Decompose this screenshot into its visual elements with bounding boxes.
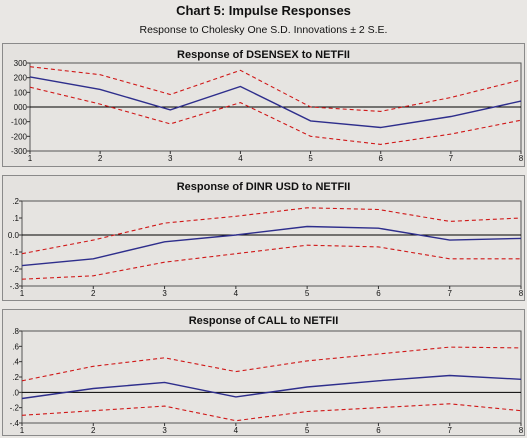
series-line-response — [29, 76, 522, 129]
x-tick-label: 3 — [168, 154, 173, 163]
chart-plot: .2 .1 0.0 -.1 -.2 -.31 2 3 4 5 6 7 8 — [8, 197, 524, 298]
y-tick-label: 200 — [14, 74, 28, 83]
figure-title: Chart 5: Impulse Responses — [176, 3, 351, 18]
y-tick-label: 100 — [14, 88, 28, 97]
chart-title: Response of CALL to NETFII — [188, 315, 339, 327]
series-line-response — [21, 374, 522, 400]
y-tick-label: .2 — [12, 197, 19, 206]
y-tick-label: -100 — [11, 118, 28, 127]
x-tick-label: 4 — [238, 154, 243, 163]
x-tick-label: 6 — [376, 426, 381, 435]
y-tick-label: 0.0 — [8, 231, 20, 240]
chart-panel-dinr-usd: Response of DINR USD to NETFII .2 .1 0.0 -.… — [2, 175, 525, 301]
chart-plot: .8 .6 .4 .2 .0 -.2 -.41 2 3 4 5 6 7 8 — [10, 327, 524, 435]
y-tick-label: -.4 — [10, 419, 20, 428]
y-tick-label: -300 — [11, 147, 28, 156]
x-tick-label: 5 — [305, 426, 310, 435]
series-line-upper — [21, 346, 522, 382]
y-tick-label: -.3 — [10, 282, 20, 291]
x-tick-label: 1 — [20, 426, 25, 435]
x-tick-label: 3 — [162, 289, 167, 298]
x-tick-label: 2 — [91, 289, 96, 298]
x-tick-label: 4 — [234, 289, 239, 298]
chart-panel-dsensex: Response of DSENSEX to NETFII 300 200 100 0… — [2, 43, 525, 167]
y-tick-label: .8 — [12, 327, 19, 336]
series-line-response — [21, 225, 522, 267]
x-tick-label: 8 — [519, 289, 524, 298]
series-line-lower — [29, 86, 522, 145]
y-tick-label: -.2 — [10, 265, 20, 274]
y-tick-label: 300 — [14, 59, 28, 68]
x-tick-label: 6 — [376, 289, 381, 298]
plot-frame — [21, 330, 522, 424]
y-tick-label: .4 — [12, 358, 19, 367]
y-tick-label: .6 — [12, 342, 19, 351]
y-tick-label: .1 — [12, 214, 19, 223]
x-tick-label: 6 — [378, 154, 383, 163]
chart-title: Response of DINR USD to NETFII — [176, 181, 351, 193]
y-tick-label: 000 — [14, 103, 28, 112]
x-tick-label: 7 — [447, 289, 452, 298]
x-tick-label: 7 — [447, 426, 452, 435]
y-tick-label: -.1 — [10, 248, 20, 257]
figure-subtitle: Response to Cholesky One S.D. Innovation… — [139, 24, 388, 36]
x-tick-label: 1 — [28, 154, 33, 163]
x-tick-label: 4 — [234, 426, 239, 435]
plot-frame — [21, 200, 522, 287]
series-line-upper — [21, 207, 522, 255]
x-tick-label: 5 — [308, 154, 313, 163]
x-tick-label: 3 — [162, 426, 167, 435]
x-tick-label: 8 — [519, 154, 524, 163]
x-tick-label: 7 — [449, 154, 454, 163]
x-tick-label: 2 — [91, 426, 96, 435]
y-tick-label: .0 — [12, 388, 19, 397]
x-tick-label: 2 — [98, 154, 103, 163]
x-tick-label: 8 — [519, 426, 524, 435]
y-tick-label: -200 — [11, 132, 28, 141]
x-tick-label: 5 — [305, 289, 310, 298]
chart-title: Response of DSENSEX to NETFII — [177, 49, 350, 61]
y-tick-label: -.2 — [10, 404, 20, 413]
y-tick-label: .2 — [12, 373, 19, 382]
x-tick-label: 1 — [20, 289, 25, 298]
chart-panel-call: Response of CALL to NETFII .8 .6 .4 .2 .0 -.2… — [2, 309, 525, 436]
